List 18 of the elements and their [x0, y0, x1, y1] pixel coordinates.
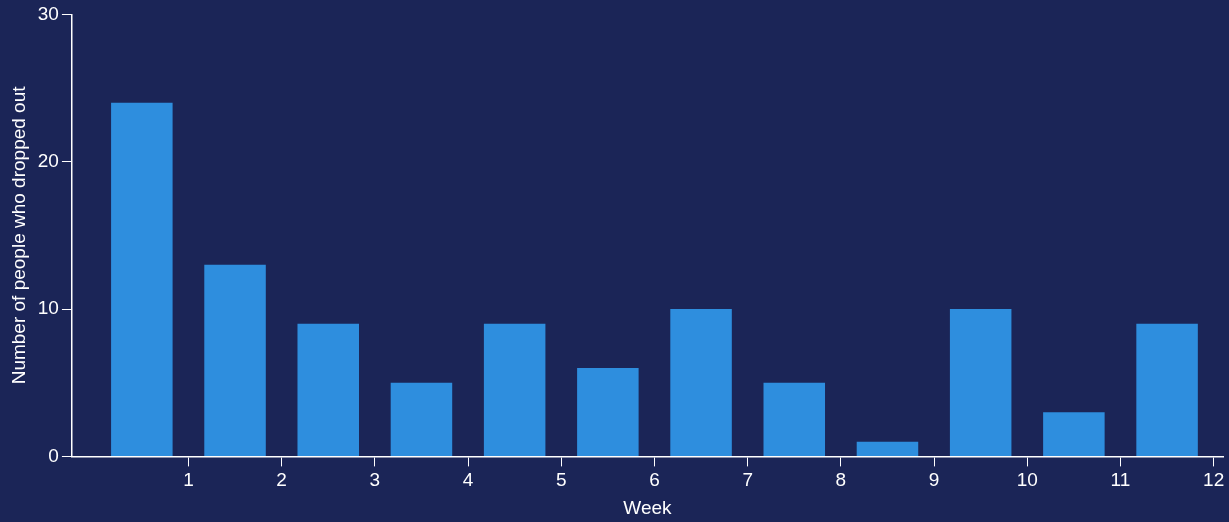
x-tick-label: 3	[369, 469, 381, 491]
x-tick-label: 2	[276, 469, 287, 491]
y-tick-label: 20	[37, 149, 59, 171]
y-tick-label: 10	[37, 297, 59, 319]
y-axis-title: Number of people who dropped out	[7, 85, 29, 385]
x-tick-label: 5	[555, 469, 567, 491]
x-tick-label: 6	[649, 469, 660, 491]
x-tick-label: 9	[928, 469, 940, 491]
x-axis-title: Week	[623, 496, 673, 518]
x-tick-label: 12	[1203, 469, 1225, 491]
y-tick-label: 0	[48, 444, 59, 466]
x-tick-label: 4	[462, 469, 474, 491]
x-tick-label: 1	[183, 469, 194, 491]
x-tick-label: 11	[1110, 469, 1131, 491]
x-tick-label: 7	[742, 469, 753, 491]
x-tick-label: 8	[835, 469, 847, 491]
y-tick-label: 30	[37, 2, 59, 24]
x-tick-label: 10	[1016, 469, 1038, 491]
